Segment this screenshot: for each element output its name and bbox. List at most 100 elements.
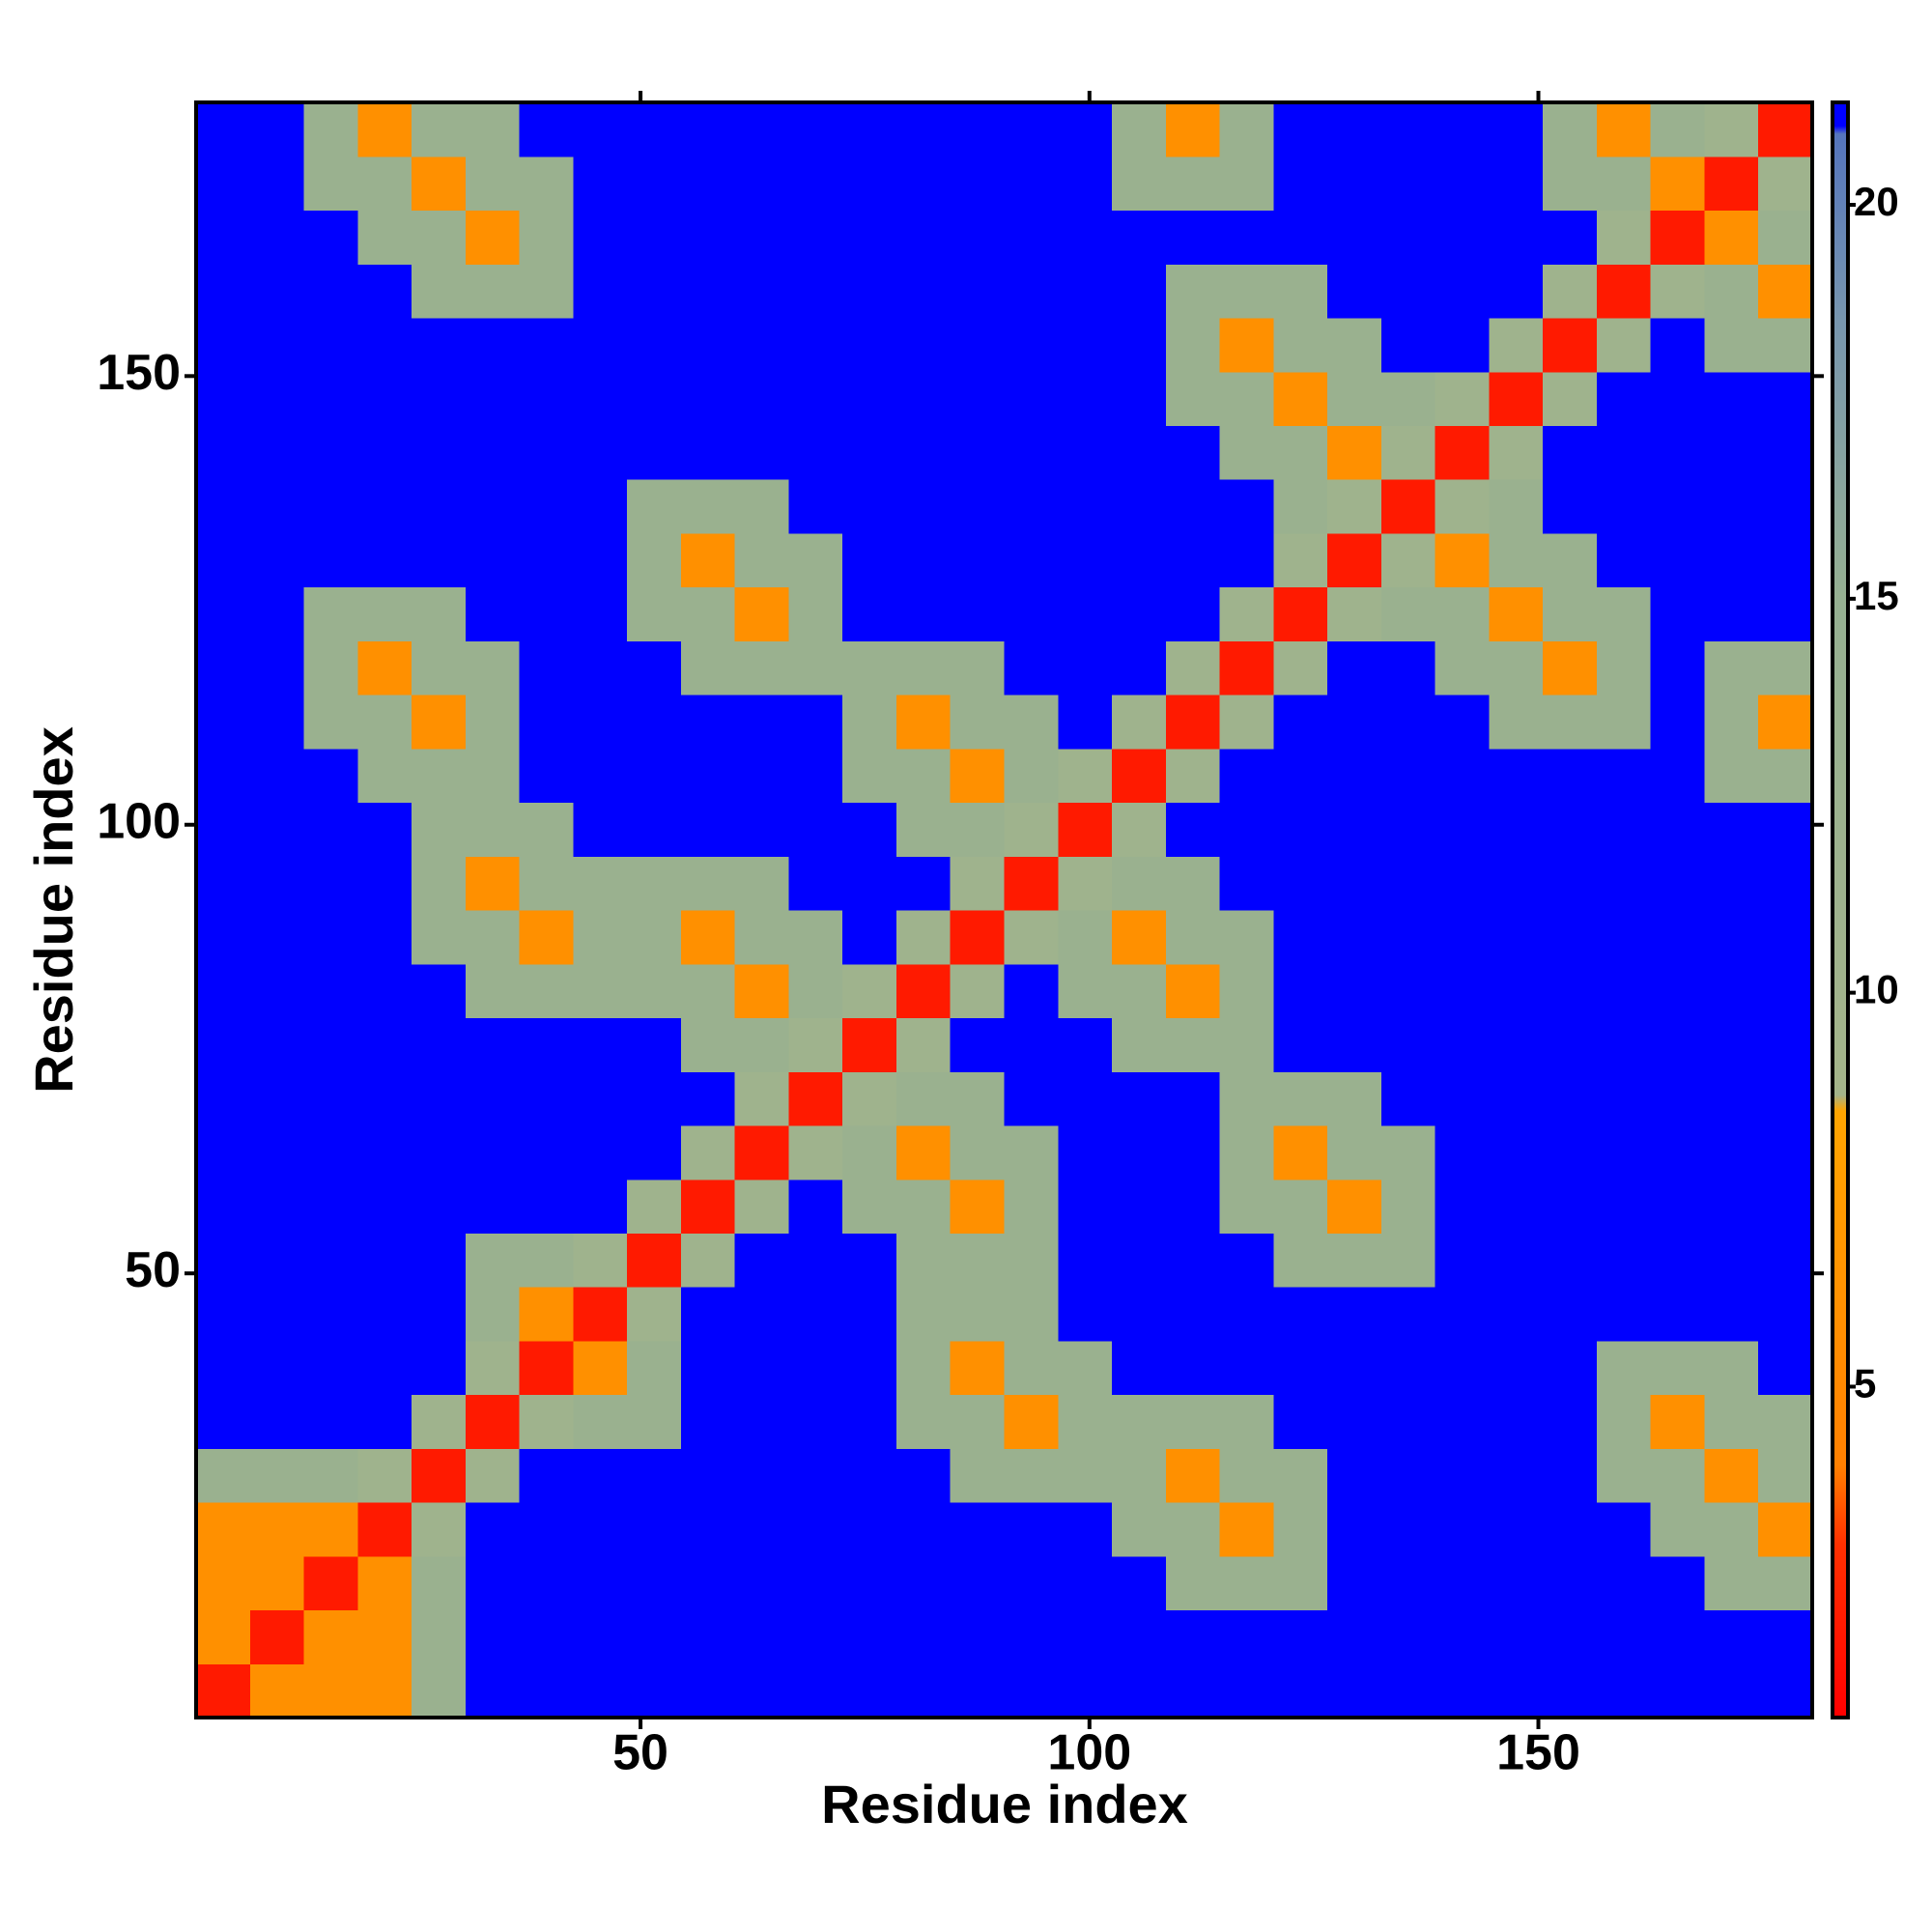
heatmap-cell xyxy=(895,317,952,373)
heatmap-cell xyxy=(788,802,843,857)
heatmap-cell xyxy=(196,264,251,319)
heatmap-cell xyxy=(412,532,467,588)
heatmap-cell xyxy=(1435,1071,1490,1126)
heatmap-cell xyxy=(412,371,467,426)
heatmap-cell xyxy=(519,1340,574,1396)
heatmap-cell xyxy=(465,1287,521,1342)
heatmap-cell xyxy=(1112,695,1167,750)
heatmap-cell xyxy=(1273,695,1328,750)
heatmap-cell xyxy=(734,963,790,1019)
heatmap-cell xyxy=(1165,1448,1221,1503)
heatmap-cell xyxy=(1327,1502,1382,1557)
heatmap-cell xyxy=(1596,1071,1652,1126)
heatmap-cell xyxy=(734,856,790,911)
heatmap-cell xyxy=(1489,1448,1544,1503)
heatmap-cell xyxy=(1327,1017,1382,1072)
heatmap-cell xyxy=(303,963,358,1019)
heatmap-cell xyxy=(465,640,521,696)
heatmap-cell xyxy=(1112,102,1167,157)
heatmap-cell xyxy=(1435,102,1490,157)
heatmap-cell xyxy=(249,640,305,696)
heatmap-cell xyxy=(412,1017,467,1072)
heatmap-cell xyxy=(1327,156,1382,212)
heatmap-cell xyxy=(1704,479,1759,534)
heatmap-cell xyxy=(1112,156,1167,212)
heatmap-cell xyxy=(1165,910,1221,965)
heatmap-cell xyxy=(1112,1017,1167,1072)
heatmap-cell xyxy=(788,1017,843,1072)
heatmap-cell xyxy=(1596,1124,1652,1180)
heatmap-cell xyxy=(1543,1233,1598,1288)
heatmap-cell xyxy=(1435,264,1490,319)
heatmap-cell xyxy=(357,479,412,534)
heatmap-cell xyxy=(1112,1448,1167,1503)
heatmap-cell xyxy=(1758,586,1813,641)
heatmap-cell xyxy=(412,1555,467,1611)
heatmap-cell xyxy=(680,1071,736,1126)
heatmap-cell xyxy=(842,102,897,157)
heatmap-cell xyxy=(788,1609,843,1664)
heatmap-cell xyxy=(303,156,358,212)
heatmap-cell xyxy=(734,1017,790,1072)
heatmap-cell xyxy=(1758,1555,1813,1611)
heatmap-cell xyxy=(1004,1609,1059,1664)
heatmap-cell xyxy=(1489,371,1544,426)
heatmap-cell xyxy=(1273,1179,1328,1234)
heatmap-cell xyxy=(1058,1233,1113,1288)
heatmap-cell xyxy=(1543,210,1598,265)
heatmap-cell xyxy=(1165,1233,1221,1288)
heatmap-cell xyxy=(1758,1340,1813,1396)
heatmap-cell xyxy=(412,102,467,157)
heatmap-cell xyxy=(465,479,521,534)
heatmap-cell xyxy=(1758,1017,1813,1072)
heatmap-cell xyxy=(950,156,1006,212)
heatmap-cell xyxy=(519,1179,574,1234)
heatmap-cell xyxy=(1596,1287,1652,1342)
heatmap-cell xyxy=(1435,210,1490,265)
heatmap-cell xyxy=(842,532,897,588)
heatmap-cell xyxy=(573,479,628,534)
heatmap-cell xyxy=(1273,1071,1328,1126)
heatmap-cell xyxy=(1219,532,1274,588)
heatmap-cell xyxy=(1380,371,1436,426)
heatmap-cell xyxy=(1758,1448,1813,1503)
heatmap-cell xyxy=(950,479,1006,534)
heatmap-cell xyxy=(895,371,952,426)
heatmap-cell xyxy=(1219,317,1274,373)
heatmap-cell xyxy=(842,586,897,641)
heatmap-cell xyxy=(573,532,628,588)
heatmap-cell xyxy=(249,1502,305,1557)
heatmap-cell xyxy=(573,1663,628,1719)
heatmap-cell xyxy=(196,156,251,212)
heatmap-cell xyxy=(788,425,843,480)
heatmap-cell xyxy=(196,102,251,157)
heatmap-cell xyxy=(1380,856,1436,911)
heatmap-cell xyxy=(357,1555,412,1611)
heatmap-cell xyxy=(196,1502,251,1557)
heatmap-cell xyxy=(357,1071,412,1126)
heatmap-cell xyxy=(1380,264,1436,319)
heatmap-cell xyxy=(1650,1124,1706,1180)
heatmap-cell xyxy=(1543,1448,1598,1503)
heatmap-cell xyxy=(519,695,574,750)
heatmap-cell xyxy=(196,802,251,857)
heatmap-cell xyxy=(788,695,843,750)
heatmap-cell xyxy=(1004,479,1059,534)
heatmap-cell xyxy=(519,1448,574,1503)
heatmap-cell xyxy=(1543,1663,1598,1719)
heatmap-cell xyxy=(1596,102,1652,157)
heatmap-cell xyxy=(412,1340,467,1396)
heatmap-cell xyxy=(1273,317,1328,373)
heatmap-cell xyxy=(249,210,305,265)
heatmap-cell xyxy=(1112,1287,1167,1342)
x-tick-label: 50 xyxy=(612,1725,668,1781)
heatmap-cell xyxy=(895,1017,952,1072)
heatmap-cell xyxy=(1219,1340,1274,1396)
heatmap-cell xyxy=(519,748,574,804)
heatmap-cell xyxy=(895,425,952,480)
heatmap-cell xyxy=(519,1663,574,1719)
heatmap-cell xyxy=(519,1124,574,1180)
heatmap-cell xyxy=(1704,748,1759,804)
heatmap-cell xyxy=(1596,1448,1652,1503)
heatmap-cell xyxy=(1273,856,1328,911)
